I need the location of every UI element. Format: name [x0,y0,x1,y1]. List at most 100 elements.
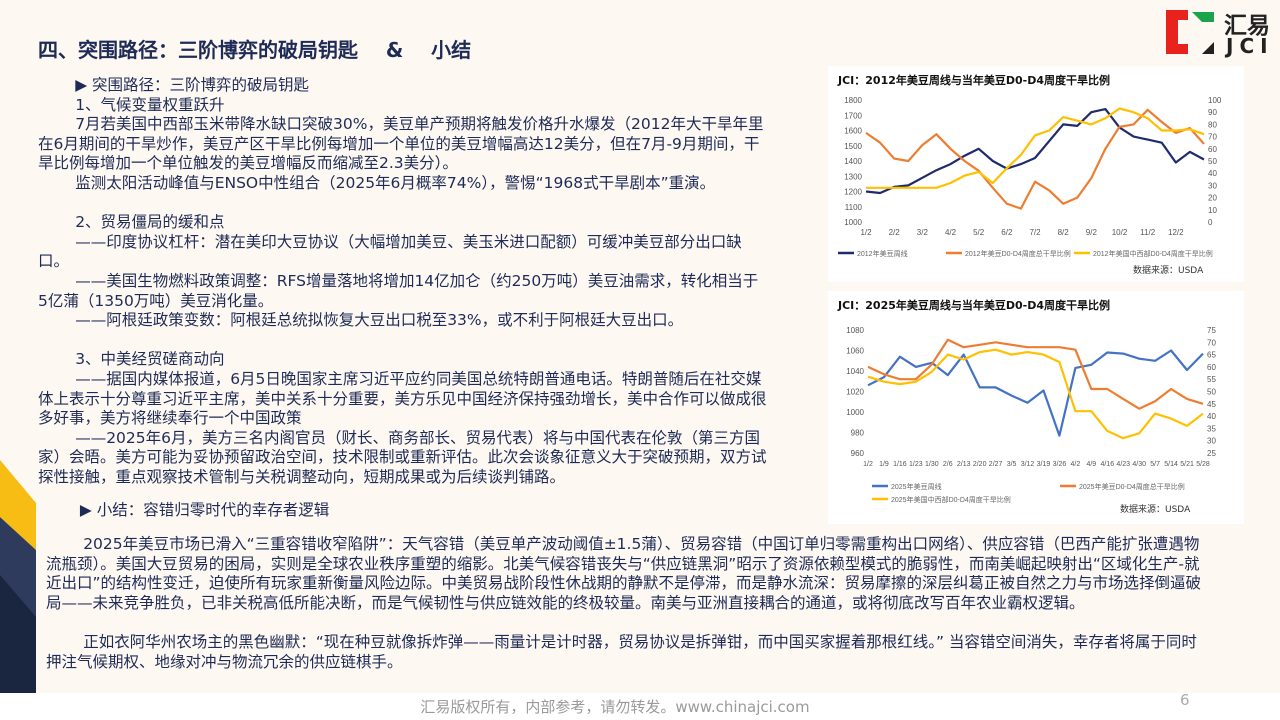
main-text: ▶ 突围路径：三阶博弈的破局钥匙 1、气候变量权重跃升 7月若美国中西部玉米带降… [38,76,768,521]
x-tick-label: 3/19 [1037,461,1051,468]
paragraph: 2025年美豆市场已滑入“三重容错收窄陷阱”：天气容错（美豆单产波动阈值±1.5… [46,535,1202,612]
y-right-tick-label: 10 [1208,206,1217,215]
y-right-tick-label: 45 [1207,400,1216,409]
y-right-tick-label: 70 [1208,133,1217,142]
y-left-tick-label: 1080 [846,326,864,335]
x-tick-label: 2/6 [943,461,953,468]
chart-2025: JCI：2025年美豆周线与当年美豆D0-D4周度干旱比例 960 980 1000… [828,291,1244,524]
x-tick-label: 1/2 [860,228,872,237]
x-tick-label: 5/28 [1196,461,1210,468]
x-tick-label: 5/21 [1180,461,1194,468]
y-right-tick-label: 20 [1208,194,1217,203]
y-right-tick-label: 50 [1208,157,1217,166]
series-line [867,338,1204,410]
logo-text-zh: 汇易 [1224,13,1270,39]
y-right-tick-label: 55 [1207,375,1216,384]
y-right-tick-label: 60 [1207,363,1216,372]
y-right-tick-label: 30 [1208,181,1217,190]
x-tick-label: 11/2 [1140,228,1156,237]
y-left-tick-label: 1500 [844,142,862,151]
x-tick-label: 5/7 [1150,461,1160,468]
x-tick-label: 5/14 [1164,461,1178,468]
y-right-tick-label: 60 [1208,145,1217,154]
subsection-title: 3、中美经贸磋商动向 [75,350,225,369]
y-right-tick-label: 70 [1207,338,1216,347]
chart-source: 数据来源：USDA [1120,505,1191,515]
legend-label: 2025年美豆周线 [891,482,942,491]
y-right-tick-label: 80 [1208,120,1217,129]
series-line [865,107,1205,195]
x-tick-label: 3/5 [1007,461,1017,468]
series-line [867,348,1204,440]
subsection-title: 1、气候变量权重跃升 [75,95,225,114]
x-tick-label: 10/2 [1112,228,1128,237]
y-right-tick-label: 50 [1207,388,1216,397]
paragraph: ——阿根廷政策变数：阿根廷总统拟恢复大豆出口税至33%，或不利于阿根廷大豆出口。 [75,311,684,330]
y-right-tick-label: 65 [1207,351,1216,360]
x-tick-label: 4/23 [1116,461,1130,468]
x-tick-label: 4/2 [945,228,957,237]
summary-text: 2025年美豆市场已滑入“三重容错收窄陷阱”：天气容错（美豆单产波动阈值±1.5… [46,535,1211,672]
summary-heading: ▶ 小结：容错归零时代的幸存者逻辑 [79,501,330,520]
x-tick-label: 7/2 [1029,228,1041,237]
paragraph: 监测太阳活动峰值与ENSO中性组合（2025年6月概率74%），警惕“1968式… [75,173,716,192]
paragraph: 7月若美国中西部玉米带降水缺口突破30%，美豆单产预期将触发价格升水爆发（201… [38,115,764,173]
page-title: 四、突围路径：三阶博弈的破局钥匙 & 小结 [38,38,472,62]
chart-2012-svg: 1000 1100 1200 1300 1400 1500 1600 1700 1800 0 10 2… [838,96,1222,258]
chart-title: JCI：2025年美豆周线与当年美豆D0-D4周度干旱比例 [838,299,1111,312]
legend-label: 2025年美国中西部D0-D4周度干旱比例 [891,495,1011,504]
legend-label: 2025年美豆D0-D4周度总干旱比例 [1079,482,1185,491]
y-right-tick-label: 75 [1207,326,1216,335]
y-right-tick-label: 0 [1208,218,1213,227]
paragraph: ——据国内媒体报道，6月5日晚国家主席习近平应约同美国总统特朗普通电话。特朗普随… [38,369,767,428]
y-right-tick-label: 40 [1208,169,1217,178]
y-left-tick-label: 1060 [846,347,864,356]
x-tick-label: 2/20 [973,461,987,468]
paragraph: ——2025年6月，美方三名内阁官员（财长、商务部长、贸易代表）将与中国代表在伦… [38,428,767,486]
x-tick-label: 4/30 [1132,461,1146,468]
x-tick-label: 2/27 [989,461,1003,468]
y-right-tick-label: 100 [1208,96,1222,105]
chart-2025-svg: 960 980 1000 1020 1040 1060 1080 25 30 35 40 45 50 55… [846,326,1216,504]
legend-label: 2012年美豆周线 [857,249,908,258]
chart-2012: JCI：2012年美豆周线与当年美豆D0-D4周度干旱比例 1000 1100 12… [828,66,1244,282]
legend-label: 2012年美国中西部D0-D4周度干旱比例 [1093,249,1213,258]
y-left-tick-label: 1000 [846,408,864,417]
y-right-tick-label: 30 [1207,437,1216,446]
series-line [866,107,1205,189]
paragraph: ——印度协议杠杆：潜在美印大豆协议（大幅增加美豆、美玉米进口配额）可缓冲美豆部分… [38,232,742,271]
page-number: 6 [1180,691,1190,709]
y-left-tick-label: 1200 [844,188,862,197]
y-right-tick-label: 90 [1208,108,1217,117]
chart-source: 数据来源：USDA [1133,266,1204,276]
x-tick-label: 4/16 [1100,461,1114,468]
series-line [865,108,1205,210]
x-tick-label: 6/2 [1001,228,1013,237]
legend-label: 2012年美豆D0-D4周度总干旱比例 [965,249,1071,258]
logo-text-en: JCI [1226,34,1274,58]
x-tick-label: 3/12 [1021,461,1035,468]
y-right-tick-label: 35 [1207,424,1216,433]
jci-logo: 汇易 JCI [1162,4,1274,60]
y-right-tick-label: 25 [1207,449,1216,458]
y-left-tick-label: 960 [851,449,865,458]
y-left-tick-label: 1800 [844,96,862,105]
x-tick-label: 3/2 [917,228,929,237]
y-left-tick-label: 1300 [844,172,862,181]
y-left-tick-label: 1000 [844,218,862,227]
slide: 四、突围路径：三阶博弈的破局钥匙 & 小结 汇易 JCI ▶ 突围路径：三阶博弈… [0,0,1280,693]
subsection-title: 2、贸易僵局的缓和点 [75,213,225,232]
x-tick-label: 4/9 [1086,461,1096,468]
chart-title: JCI：2012年美豆周线与当年美豆D0-D4周度干旱比例 [838,74,1111,87]
x-tick-label: 2/2 [889,228,901,237]
decorative-corner-shape [0,460,36,693]
y-right-tick-label: 40 [1207,412,1216,421]
y-left-tick-label: 1020 [846,388,864,397]
x-tick-label: 1/9 [879,461,889,468]
y-left-tick-label: 1040 [846,367,864,376]
series-line [867,349,1204,437]
x-tick-label: 1/2 [863,461,873,468]
x-tick-label: 3/26 [1053,461,1067,468]
y-left-tick-label: 980 [851,429,865,438]
paragraph: 正如衣阿华州农场主的黑色幽默：“现在种豆就像拆炸弹——雨量计是计时器，贸易协议是… [46,632,1197,671]
